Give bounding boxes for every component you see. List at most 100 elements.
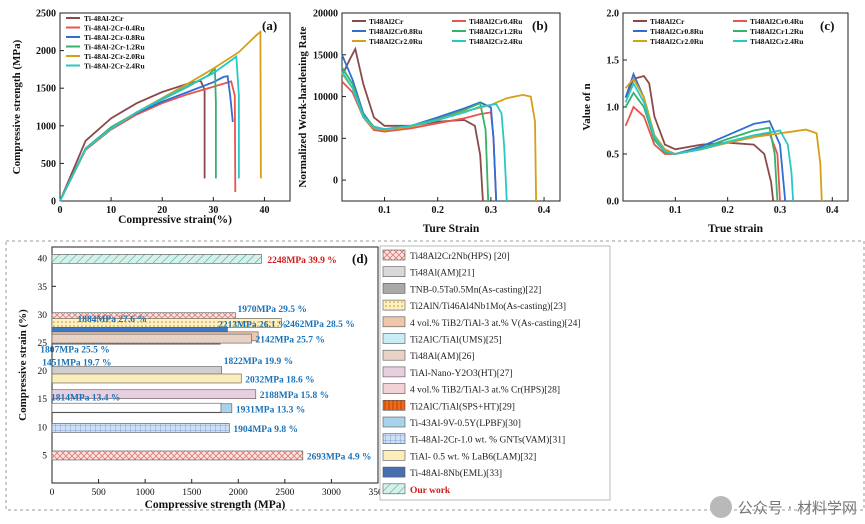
panel-b-work-hardening: 0.1 0.2 0.3 0.4 0 5000 10000 15000 20000 Ture Str… — [297, 9, 561, 235]
y-tick-label: 1.5 — [607, 56, 620, 67]
x-tick-label: 0.3 — [485, 205, 498, 216]
legend-entry: TNB-0.5Ta0.5Mn(As-casting)[22] — [410, 284, 541, 295]
x-tick-label: 30 — [208, 205, 218, 216]
panel-d-frame — [5, 240, 865, 511]
x-axis-label: Compressive strength (MPa) — [145, 499, 286, 511]
legend-entry: Ti-48Al-2Cr-0.4Ru — [84, 24, 145, 33]
panel-tag: (b) — [532, 18, 548, 33]
series-line-0 — [341, 46, 484, 202]
y-tick-label: 0 — [333, 176, 338, 187]
bar-value-label: 2032MPa 18.6 % — [245, 375, 314, 385]
bar-value-label: 1822MPa 19.9 % — [224, 357, 293, 367]
legend-entry: Ti48Al2Cr0.4Ru — [750, 17, 803, 26]
y-tick-label: 15 — [38, 395, 48, 405]
bar-value-label: 2248MPa 39.9 % — [267, 256, 336, 266]
series-line-2 — [624, 71, 787, 202]
legend-swatch — [382, 399, 406, 411]
legend-entry: Ti48Al2Cr2Nb(HPS) [20] — [410, 251, 510, 262]
x-tick-label: 10 — [106, 205, 116, 216]
x-tick-label: 0.2 — [431, 205, 444, 216]
x-tick-label: 2500 — [275, 488, 294, 498]
y-tick-label: 20 — [38, 367, 48, 377]
bar-value-label: 1814MPa 13.4 % — [51, 394, 120, 404]
x-tick-label: 2000 — [229, 488, 248, 498]
legend-entry: Ti48Al2Cr2.4Ru — [469, 37, 522, 46]
y-tick-label: 5000 — [318, 134, 338, 145]
x-tick-label: 0 — [50, 488, 55, 498]
bar — [51, 333, 252, 344]
x-tick-label: 0.1 — [378, 205, 391, 216]
series-line-0 — [624, 74, 775, 202]
x-axis-label: Ture Strain — [423, 223, 480, 235]
legend-swatch — [382, 299, 406, 311]
x-tick-label: 0 — [58, 205, 63, 216]
series-line-5 — [59, 54, 240, 202]
plot-frame — [341, 12, 561, 202]
series-line-4 — [341, 72, 537, 202]
bar-value-label: 1884MPa 27.6 % — [77, 315, 146, 325]
legend-entry: Ti2AlC/TiAl(SPS+HT)[29] — [410, 401, 515, 412]
legend-entry: Ti-48Al-2Cr — [84, 14, 124, 23]
series-line-3 — [59, 66, 217, 202]
x-tick-label: 0.3 — [774, 205, 787, 216]
bar-value-label: 1451MPa 19.7 % — [42, 358, 111, 368]
series-line-0 — [59, 79, 206, 202]
x-axis-label: Compressive strain(%) — [118, 214, 232, 226]
x-tick-label: 500 — [91, 488, 106, 498]
legend-swatch — [382, 483, 406, 495]
panel-tag: (c) — [820, 18, 834, 33]
legend-entry: Ti-48Al-2Cr-2.0Ru — [84, 52, 145, 61]
legend-swatch — [382, 433, 406, 445]
legend-swatch — [382, 466, 406, 478]
legend-entry: Ti-48Al-2Cr-2.4Ru — [84, 62, 145, 71]
legend-entry: Ti48Al2Cr2.0Ru — [369, 37, 422, 46]
legend-entry: Ti48Al2Cr0.8Ru — [650, 27, 703, 36]
bar-value-label: 2693MPa 4.9 % — [307, 452, 372, 462]
legend-entry: Ti48Al2Cr0.8Ru — [369, 27, 422, 36]
y-tick-label: 25 — [38, 339, 48, 349]
x-tick-label: 1000 — [136, 488, 155, 498]
bar — [51, 450, 304, 461]
series-line-5 — [624, 81, 794, 202]
legend-entry: 4 vol.% TiB2/TiAl-3 at.% Cr(HPS)[28] — [410, 385, 560, 396]
panel-d-comparison-bars: 0 500 1000 1500 2000 2500 3000 3500 5 10 15 20 25 30 3… — [5, 240, 865, 511]
legend-swatch — [382, 416, 406, 428]
legend-entry: Ti48Al2Cr1.2Ru — [469, 27, 522, 36]
x-tick-label: 0.4 — [538, 205, 551, 216]
legend-entry: 4 vol.% TiB2/TiAl-3 at.% V(As-casting)[2… — [410, 318, 580, 329]
series-line-5 — [341, 71, 508, 202]
legend-swatch — [382, 283, 406, 294]
wechat-icon — [709, 496, 732, 518]
legend-entry: Ti48Al2Cr2.4Ru — [750, 37, 803, 46]
bar — [51, 402, 222, 413]
y-tick-label: 15000 — [313, 50, 338, 61]
x-tick-label: 3500 — [369, 488, 388, 498]
bar-value-label: 2213MPa 26.1 % — [218, 320, 287, 330]
y-axis-label: Value of n — [581, 83, 593, 130]
x-tick-label: 40 — [259, 205, 269, 216]
legend-box — [379, 245, 611, 501]
legend-entry: Ti48Al(AM)[26] — [410, 351, 475, 362]
y-tick-label: 1000 — [36, 121, 56, 132]
y-tick-label: 2.0 — [607, 9, 620, 20]
y-tick-label: 30 — [38, 311, 48, 321]
y-tick-label: 5 — [42, 451, 47, 461]
bar-value-label: 2462MPa 28.5 % — [285, 320, 354, 330]
legend-entry: Ti-48Al-2Cr-0.8Ru — [84, 33, 145, 42]
bar — [51, 423, 230, 433]
y-tick-label: 1500 — [36, 84, 56, 95]
y-tick-label: 10000 — [313, 92, 338, 103]
legend-swatch — [382, 266, 406, 278]
y-tick-label: 35 — [38, 283, 48, 293]
bar-value-label: 1931MPa 13.3 % — [236, 405, 305, 415]
bar-value-label: 1904MPa 9.8 % — [233, 425, 298, 435]
panel-tag: (a) — [262, 18, 277, 33]
series-line-2 — [59, 75, 234, 202]
legend-swatch — [382, 366, 406, 378]
x-tick-label: 1500 — [182, 488, 201, 498]
bar — [51, 318, 282, 328]
x-tick-label: 0.1 — [669, 205, 682, 216]
bar — [51, 389, 257, 400]
bar — [51, 254, 262, 264]
plot-frame — [59, 12, 291, 202]
